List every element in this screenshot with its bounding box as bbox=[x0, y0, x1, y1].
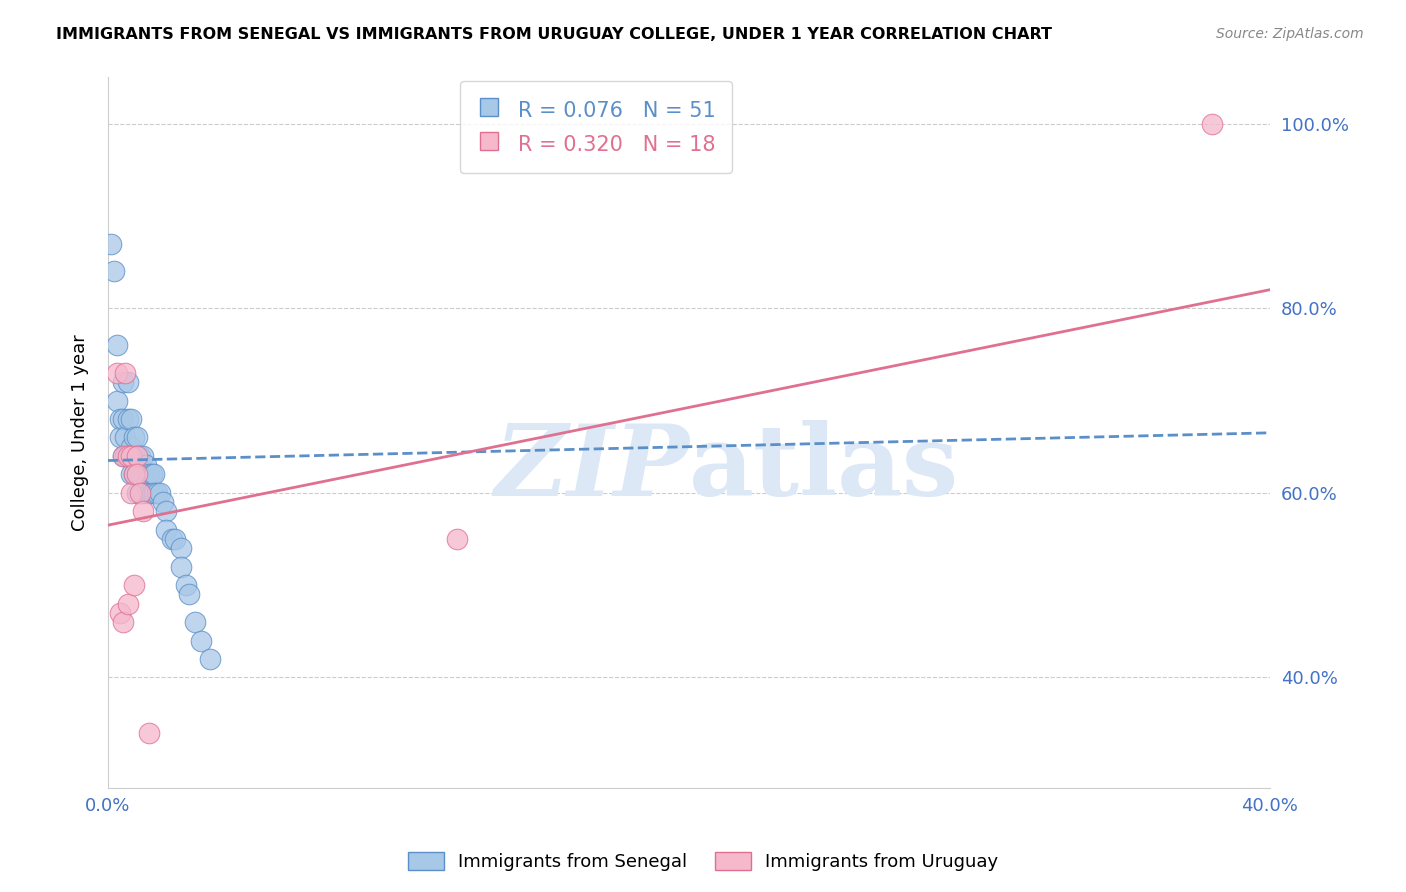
Point bbox=[105, 338, 128, 352]
Point bbox=[111, 449, 134, 463]
Point bbox=[125, 430, 148, 444]
Point bbox=[198, 652, 221, 666]
Point bbox=[169, 559, 191, 574]
Point bbox=[122, 449, 145, 463]
Point bbox=[125, 449, 148, 463]
Point bbox=[190, 633, 212, 648]
Point bbox=[132, 504, 155, 518]
Y-axis label: College, Under 1 year: College, Under 1 year bbox=[72, 334, 89, 532]
Point bbox=[117, 597, 139, 611]
Point bbox=[120, 486, 142, 500]
Point bbox=[129, 467, 152, 482]
Point bbox=[132, 449, 155, 463]
Point bbox=[141, 467, 163, 482]
Point bbox=[1201, 117, 1223, 131]
Point bbox=[155, 523, 177, 537]
Point bbox=[117, 449, 139, 463]
Point bbox=[155, 504, 177, 518]
Point bbox=[132, 486, 155, 500]
Point bbox=[105, 366, 128, 380]
Legend: R = 0.076   N = 51, R = 0.320   N = 18: R = 0.076 N = 51, R = 0.320 N = 18 bbox=[460, 81, 733, 173]
Point bbox=[122, 467, 145, 482]
Point bbox=[120, 440, 142, 454]
Point bbox=[146, 486, 169, 500]
Legend: Immigrants from Senegal, Immigrants from Uruguay: Immigrants from Senegal, Immigrants from… bbox=[401, 845, 1005, 879]
Point bbox=[141, 486, 163, 500]
Point bbox=[143, 467, 166, 482]
Point bbox=[108, 430, 131, 444]
Text: IMMIGRANTS FROM SENEGAL VS IMMIGRANTS FROM URUGUAY COLLEGE, UNDER 1 YEAR CORRELA: IMMIGRANTS FROM SENEGAL VS IMMIGRANTS FR… bbox=[56, 27, 1052, 42]
Point bbox=[125, 449, 148, 463]
Point bbox=[108, 606, 131, 620]
Text: ZIP: ZIP bbox=[494, 420, 689, 516]
Point bbox=[129, 486, 152, 500]
Point bbox=[120, 449, 142, 463]
Point bbox=[103, 264, 125, 278]
Point bbox=[100, 236, 122, 251]
Point bbox=[108, 412, 131, 426]
Point bbox=[117, 449, 139, 463]
Point bbox=[138, 486, 160, 500]
Point bbox=[143, 486, 166, 500]
Point bbox=[125, 467, 148, 482]
Point bbox=[169, 541, 191, 556]
Point bbox=[138, 726, 160, 740]
Point bbox=[114, 449, 136, 463]
Point bbox=[179, 587, 201, 601]
Point bbox=[105, 393, 128, 408]
Point bbox=[446, 532, 468, 546]
Point bbox=[129, 449, 152, 463]
Text: Source: ZipAtlas.com: Source: ZipAtlas.com bbox=[1216, 27, 1364, 41]
Point bbox=[111, 449, 134, 463]
Point bbox=[125, 486, 148, 500]
Point bbox=[184, 615, 207, 629]
Point bbox=[111, 615, 134, 629]
Point bbox=[117, 375, 139, 389]
Point bbox=[152, 495, 174, 509]
Point bbox=[138, 467, 160, 482]
Point bbox=[114, 366, 136, 380]
Point bbox=[120, 467, 142, 482]
Point bbox=[149, 486, 172, 500]
Point bbox=[135, 458, 157, 472]
Point bbox=[160, 532, 183, 546]
Point bbox=[117, 412, 139, 426]
Point bbox=[111, 412, 134, 426]
Point bbox=[114, 430, 136, 444]
Point bbox=[135, 476, 157, 491]
Point bbox=[111, 375, 134, 389]
Point bbox=[122, 578, 145, 592]
Point bbox=[132, 467, 155, 482]
Point bbox=[122, 467, 145, 482]
Point bbox=[176, 578, 198, 592]
Text: atlas: atlas bbox=[689, 420, 959, 516]
Point bbox=[125, 467, 148, 482]
Point bbox=[122, 430, 145, 444]
Point bbox=[120, 412, 142, 426]
Point bbox=[163, 532, 186, 546]
